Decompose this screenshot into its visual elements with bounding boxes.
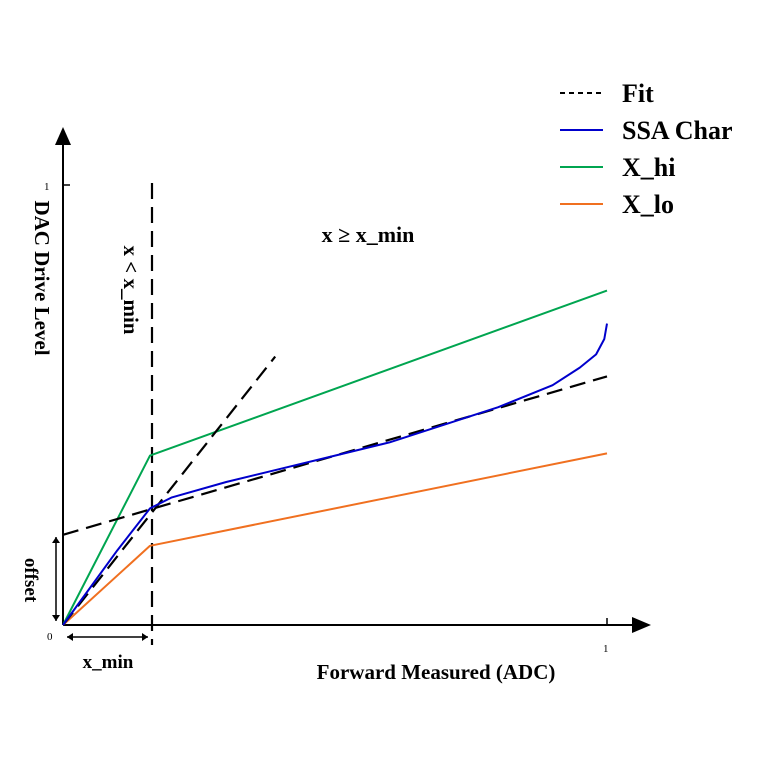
legend: Fit SSA Char X_hi X_lo: [560, 79, 733, 219]
series-fit-line-0: [62, 355, 277, 626]
region-left-label: x < x_min: [119, 246, 143, 335]
legend-label-fit: Fit: [622, 79, 654, 108]
y-tick-label-1: 1: [44, 181, 50, 193]
y-axis-label: DAC Drive Level: [30, 200, 54, 355]
series-x-lo-line: [62, 452, 608, 626]
offset-label: offset: [20, 558, 41, 603]
series-layer: [62, 289, 608, 626]
legend-label-x-lo: X_lo: [622, 190, 674, 219]
x-min-label: x_min: [83, 652, 134, 673]
x-tick-label-0: 0: [47, 631, 53, 643]
x-axis-label: Forward Measured (ADC): [317, 660, 556, 684]
x-axis-arrow: [632, 617, 651, 633]
x-tick-label-1: 1: [603, 643, 609, 655]
series-x-hi-line: [62, 289, 608, 626]
legend-label-ssa-char: SSA Char: [622, 116, 733, 145]
region-right-label: x ≥ x_min: [322, 222, 415, 247]
series-ssa-char-line: [62, 323, 608, 626]
legend-label-x-hi: X_hi: [622, 153, 675, 182]
y-axis-arrow: [55, 127, 71, 145]
